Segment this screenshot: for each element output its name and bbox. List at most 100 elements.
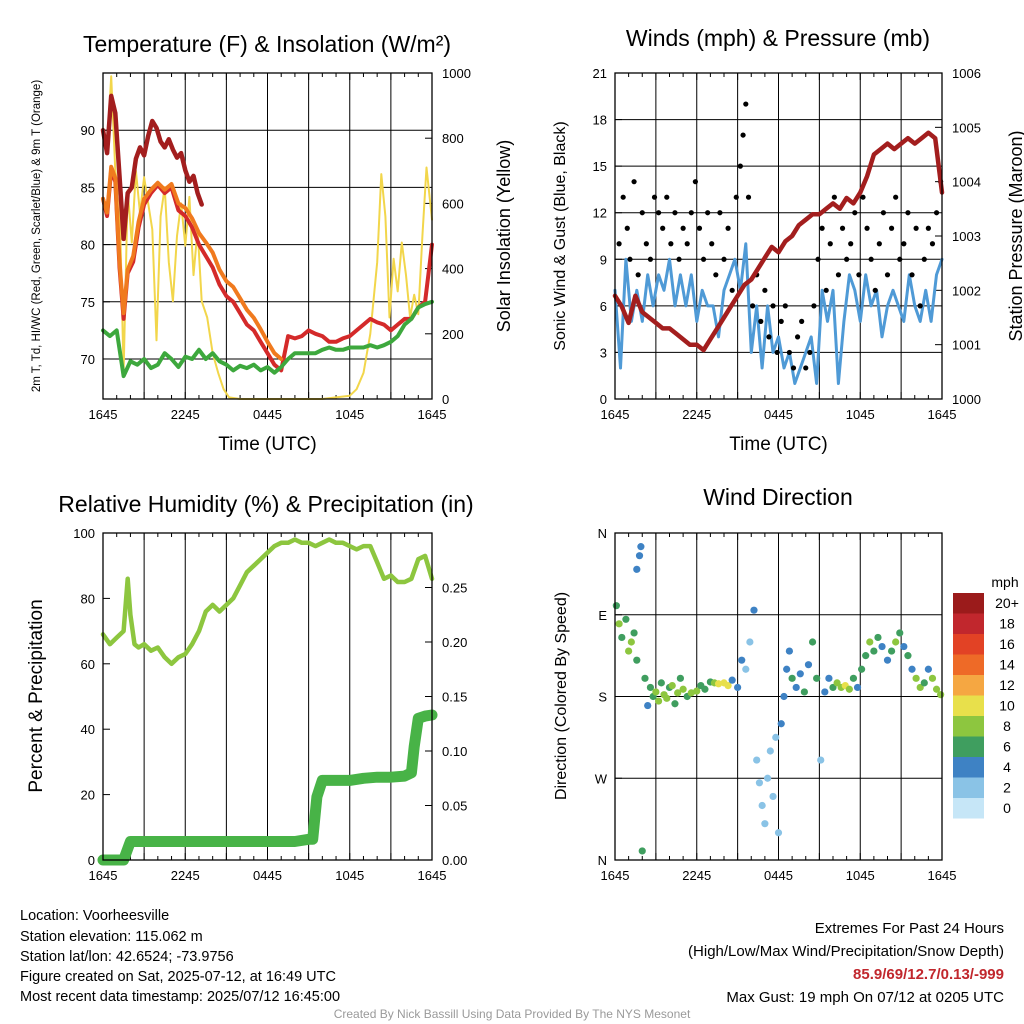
colorbar-label: 4 (1003, 759, 1011, 775)
direction-point (753, 756, 761, 764)
extremes-fields: (High/Low/Max Wind/Precipitation/Snow De… (688, 943, 1004, 960)
gust-point (688, 210, 694, 216)
direction-point (633, 565, 641, 573)
y-right-axis-label: Solar Insolation (Yellow) (494, 140, 514, 332)
gust-point (835, 272, 842, 278)
gust-point (917, 303, 923, 309)
y-tick-label: 75 (81, 295, 95, 310)
y-tick-label: 80 (81, 238, 95, 253)
x-tick-label: 1645 (928, 868, 957, 883)
gust-point (839, 225, 846, 231)
gust-point (713, 272, 719, 278)
direction-point (937, 691, 945, 699)
gust-point (762, 287, 768, 293)
y-right-tick-label: 1000 (952, 392, 981, 407)
gust-point (624, 225, 630, 231)
direction-point (635, 552, 644, 560)
direction-point (738, 656, 746, 664)
gust-point (794, 334, 801, 340)
y-tick-label: 0 (600, 392, 607, 407)
gust-point (733, 194, 739, 200)
gust-point (811, 303, 817, 309)
colorbar-label: 12 (999, 677, 1015, 693)
credit-line: Created By Nick Bassill Using Data Provi… (333, 1007, 691, 1021)
direction-point (853, 683, 862, 692)
panel-1: Temperature (F) & Insolation (W/m²) 1645 2… (31, 31, 514, 455)
direction-point (638, 847, 646, 855)
panel-title: Wind Direction (703, 484, 853, 510)
direction-point (612, 602, 620, 610)
gust-point (815, 256, 821, 262)
x-tick-label: 0445 (253, 868, 282, 883)
direction-point (808, 638, 817, 646)
y-right-tick-label: 0.20 (442, 635, 467, 650)
x-tick-label: 1645 (418, 868, 447, 883)
gust-point (844, 256, 850, 262)
y-tick-label: N (598, 853, 607, 868)
direction-point (883, 656, 892, 664)
direction-point (800, 688, 808, 696)
gust-point (856, 272, 862, 278)
direction-point (750, 606, 758, 614)
x-tick-label: 2245 (682, 868, 711, 883)
colorbar-swatch (953, 613, 984, 634)
gust-point (897, 256, 903, 262)
x-tick-label: 1045 (846, 407, 875, 422)
gust-point (635, 272, 641, 278)
gust-point (852, 210, 858, 216)
direction-point (657, 679, 665, 687)
x-tick-label: 1045 (335, 407, 364, 422)
direction-point (724, 682, 732, 690)
x-tick-label: 0445 (764, 868, 793, 883)
direction-point (849, 674, 858, 682)
direction-point (676, 674, 685, 682)
y-tick-label: 3 (600, 345, 607, 360)
y-right-tick-label: 0.00 (442, 853, 467, 868)
direction-point (878, 642, 886, 651)
y-right-tick-label: 1003 (952, 229, 981, 244)
direction-point (874, 633, 882, 642)
gust-point (933, 210, 940, 216)
gust-point (664, 194, 670, 200)
y-right-tick-label: 1001 (952, 338, 981, 353)
gust-point (620, 194, 626, 200)
panel-border (614, 532, 943, 861)
direction-point (817, 756, 825, 764)
gust-point (823, 287, 829, 293)
extremes-title: Extremes For Past 24 Hours (814, 920, 1004, 937)
colorbar-label: 18 (999, 616, 1015, 632)
y-right-tick-label: 0.15 (442, 690, 467, 705)
y-right-tick-label: 1004 (952, 175, 981, 190)
gust-point (884, 272, 891, 278)
gust-point (660, 225, 666, 231)
series-line (613, 242, 944, 385)
y-axis-label: Sonic Wind & Gust (Blue, Black) (552, 121, 569, 350)
series-line (100, 93, 204, 242)
panel-3: Relative Humidity (%) & Precipitation (i… (26, 491, 474, 883)
gust-point (627, 256, 633, 262)
colorbar-unit: mph (991, 574, 1018, 590)
y-right-tick-label: 800 (442, 131, 464, 146)
direction-point (900, 642, 908, 651)
direction-point (764, 774, 772, 782)
direction-point (641, 674, 649, 682)
gust-point (631, 179, 637, 185)
direction-point (655, 697, 663, 705)
direction-point (728, 676, 736, 684)
gust-point (880, 210, 887, 216)
gust-point (745, 194, 752, 200)
gust-point (668, 241, 674, 247)
gust-point (864, 225, 870, 231)
series-line (101, 299, 434, 379)
panel-border (102, 72, 433, 400)
direction-point (734, 683, 742, 692)
y-axis-label: Direction (Colored By Speed) (553, 592, 570, 800)
max-gust: Max Gust: 19 mph On 07/12 at 0205 UTC (726, 989, 1004, 1006)
direction-point (774, 829, 783, 837)
panel-2: Winds (mph) & Pressure (mb) 1645 2245 0445 1… (552, 25, 1024, 455)
gust-point (774, 349, 780, 356)
direction-point (924, 665, 932, 673)
gust-point (786, 349, 793, 356)
gust-point (680, 225, 686, 231)
gust-point (888, 225, 895, 231)
